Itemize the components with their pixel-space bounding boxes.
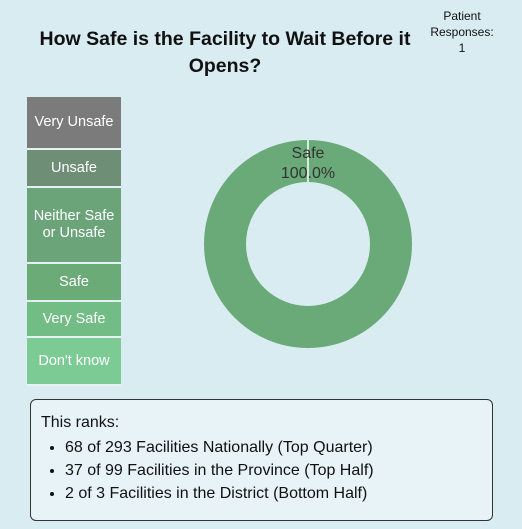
legend-item: Neither Safe or Unsafe	[27, 188, 121, 264]
chart: Safe 100.0%	[204, 140, 412, 348]
responses-label: Patient Responses:	[430, 9, 494, 39]
ranks-list: 68 of 293 Facilities Nationally (Top Qua…	[41, 436, 482, 505]
legend-item: Safe	[27, 264, 121, 302]
responses-count: 1	[458, 41, 466, 55]
rank-item: 2 of 3 Facilities in the District (Botto…	[65, 482, 482, 505]
legend: Very Unsafe Unsafe Neither Safe or Unsafe S…	[27, 97, 121, 386]
legend-item: Very Safe	[27, 302, 121, 338]
segment-label: Safe	[292, 145, 325, 162]
legend-item: Don't know	[27, 338, 121, 386]
chart-title: How Safe is the Facility to Wait Before …	[39, 28, 411, 77]
rank-item: 37 of 99 Facilities in the Province (Top…	[65, 459, 482, 482]
rank-item: 68 of 293 Facilities Nationally (Top Qua…	[65, 436, 482, 459]
ranks-box: This ranks: 68 of 293 Facilities Nationa…	[30, 399, 493, 521]
donut-segment	[204, 140, 412, 348]
legend-item: Unsafe	[27, 150, 121, 188]
responses: Patient Responses: 1	[412, 8, 512, 56]
legend-item: Very Unsafe	[27, 97, 121, 150]
ranks-heading: This ranks:	[41, 414, 120, 431]
segment-value: 100.0%	[281, 165, 335, 182]
